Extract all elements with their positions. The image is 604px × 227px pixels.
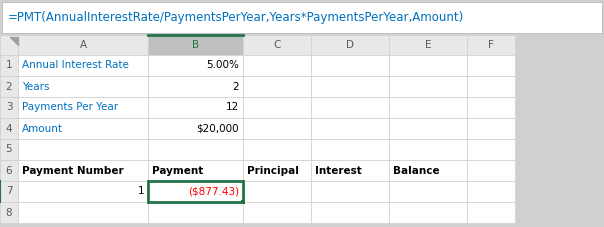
Bar [0,35,18,55]
Bar [389,181,467,202]
Text: F: F [488,40,494,50]
Bar [467,181,515,202]
Bar [0,76,18,97]
Bar [467,97,515,118]
Bar [18,55,148,76]
Text: B: B [192,40,199,50]
Bar [311,160,389,181]
Bar [243,118,311,139]
Bar [18,118,148,139]
Bar [18,160,148,181]
Bar [2,2,602,33]
Bar [311,55,389,76]
Text: 5: 5 [5,145,12,155]
Bar [389,55,467,76]
Bar [311,139,389,160]
Text: Payment: Payment [152,165,204,175]
Bar [148,181,243,202]
Bar [148,160,243,181]
Polygon shape [10,37,18,45]
Bar [243,181,311,202]
Bar [311,76,389,97]
Bar [18,181,148,202]
Text: 2: 2 [233,81,239,91]
Bar [0,97,18,118]
Bar [18,202,148,223]
Bar [148,118,243,139]
Bar [241,200,245,204]
Text: Balance: Balance [393,165,440,175]
Bar [0,160,18,181]
Text: 12: 12 [226,103,239,113]
Text: Principal: Principal [247,165,299,175]
Text: 7: 7 [5,187,12,197]
Bar [467,118,515,139]
Bar [467,76,515,97]
Bar [148,76,243,97]
Bar [311,97,389,118]
Bar [389,202,467,223]
Bar [0,139,18,160]
Bar [0,202,18,223]
Bar [243,160,311,181]
Text: A: A [80,40,86,50]
Text: Interest: Interest [315,165,362,175]
Text: Amount: Amount [22,123,63,133]
Text: D: D [346,40,354,50]
Text: 4: 4 [5,123,12,133]
Text: E: E [425,40,431,50]
Bar [243,97,311,118]
Text: Payments Per Year: Payments Per Year [22,103,118,113]
Bar [467,139,515,160]
Bar [18,76,148,97]
Bar [389,35,467,55]
Bar [389,139,467,160]
Text: Payment Number: Payment Number [22,165,124,175]
Bar [0,55,18,76]
Bar [148,97,243,118]
Bar [148,55,243,76]
Bar [243,76,311,97]
Text: Annual Interest Rate: Annual Interest Rate [22,61,129,71]
Text: =PMT(AnnualInterestRate/PaymentsPerYear,Years*PaymentsPerYear,Amount): =PMT(AnnualInterestRate/PaymentsPerYear,… [8,11,464,24]
Text: 1: 1 [137,187,144,197]
Bar [389,76,467,97]
Bar [148,202,243,223]
Bar [311,118,389,139]
Text: 6: 6 [5,165,12,175]
Bar [148,181,243,202]
Bar [389,97,467,118]
Bar [243,139,311,160]
Bar [389,160,467,181]
Bar [467,35,515,55]
Text: C: C [274,40,281,50]
Bar [18,97,148,118]
Bar [467,160,515,181]
Text: 3: 3 [5,103,12,113]
Bar [0,181,18,202]
Text: 5.00%: 5.00% [206,61,239,71]
Bar [389,118,467,139]
Bar [148,35,243,55]
Text: $20,000: $20,000 [196,123,239,133]
Text: Years: Years [22,81,50,91]
Bar [311,202,389,223]
Bar [243,202,311,223]
Text: ($877.43): ($877.43) [188,187,239,197]
Bar [0,118,18,139]
Bar [467,202,515,223]
Bar [311,35,389,55]
Bar [18,139,148,160]
Bar [311,181,389,202]
Bar [243,55,311,76]
Text: 2: 2 [5,81,12,91]
Text: 8: 8 [5,207,12,217]
Bar [467,55,515,76]
Bar [243,35,311,55]
Bar [148,139,243,160]
Text: 1: 1 [5,61,12,71]
Bar [0,0,604,35]
Bar [18,35,148,55]
